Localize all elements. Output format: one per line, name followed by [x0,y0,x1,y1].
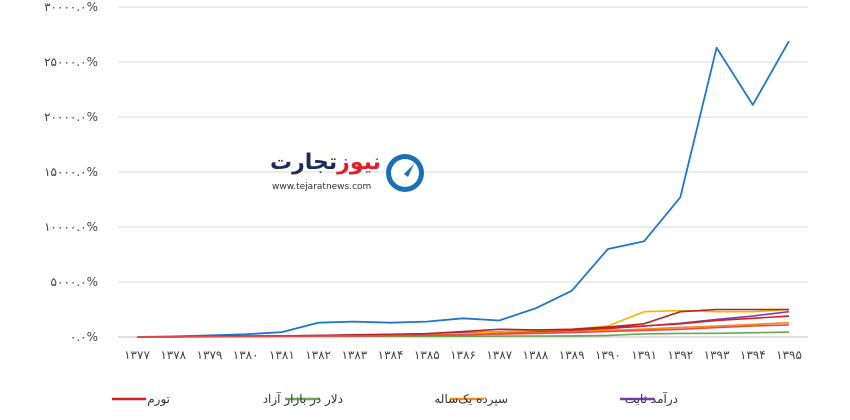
x-tick-label: ۱۳۸۱ [269,348,295,362]
legend-label: دلار در بازار آزاد [263,391,343,407]
y-axis-ticks: ۰.۰% ۵۰۰۰.۰% ۱۰۰۰۰.۰% ۱۵۰۰۰.۰% ۲۰۰۰۰.۰% ۲۵۰۰۰… [44,0,98,344]
x-axis-ticks: ۱۳۷۷ ۱۳۷۸ ۱۳۷۹ ۱۳۸۰ ۱۳۸۱ ۱۳۸۲ ۱۳۸۳ ۱۳۸۴ ۱۳۸۵ ۱۳۸۶… [124,348,802,362]
y-tick-label: ۰.۰% [70,330,98,344]
legend: درآمد ثابت سپرده یک‌ساله دلار در بازار آزا… [112,391,678,407]
series-lines [136,40,790,338]
x-tick-label: ۱۳۸۰ [233,348,259,362]
x-tick-label: ۱۳۸۶ [450,348,476,362]
x-tick-label: ۱۳۹۰ [595,348,621,362]
x-tick-label: ۱۳۸۴ [378,348,404,362]
x-tick-label: ۱۳۸۹ [559,348,585,362]
x-tick-label: ۱۳۹۲ [667,348,693,362]
x-tick-label: ۱۳۹۴ [740,348,766,362]
gridlines [118,6,808,283]
x-tick-label: ۱۳۸۳ [341,348,367,362]
y-tick-label: ۱۵۰۰۰.۰% [44,165,98,179]
x-tick-label: ۱۳۷۸ [160,348,186,362]
logo-mark-icon [386,154,424,192]
x-tick-label: ۱۳۸۷ [486,348,512,362]
x-tick-label: ۱۳۹۱ [631,348,657,362]
logo-url: www.tejaratnews.com [272,182,372,192]
logo-title: نیوزتجارت [270,150,381,175]
x-tick-label: ۱۳۷۷ [124,348,150,362]
y-tick-label: ۵۰۰۰.۰% [51,275,98,289]
logo-title-part2: نیوز [337,150,381,175]
x-tick-label: ۱۳۹۵ [776,348,802,362]
series-line [136,40,790,338]
x-tick-label: ۱۳۹۳ [704,348,730,362]
y-tick-label: ۱۰۰۰۰.۰% [44,220,98,234]
x-tick-label: ۱۳۷۹ [197,348,223,362]
series-line [136,324,790,338]
y-tick-label: ۲۰۰۰۰.۰% [44,110,98,124]
x-tick-label: ۱۳۸۸ [523,348,549,362]
watermark-logo: نیوزتجارت www.tejaratnews.com [262,148,432,204]
logo-title-part1: تجارت [270,150,338,175]
x-tick-label: ۱۳۸۲ [305,348,331,362]
legend-label: درآمد ثابت [625,391,678,407]
legend-label: سپرده یک‌ساله [434,392,508,407]
x-tick-label: ۱۳۸۵ [414,348,440,362]
legend-label: تورم [147,392,170,407]
y-tick-label: ۳۰۰۰۰.۰% [44,0,98,14]
y-tick-label: ۲۵۰۰۰.۰% [44,55,98,69]
